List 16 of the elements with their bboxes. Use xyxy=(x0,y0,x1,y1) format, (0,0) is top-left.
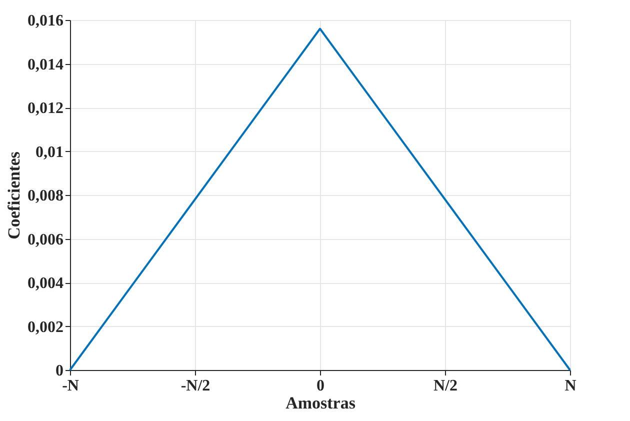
y-axis-title: Coeficientes xyxy=(4,151,24,240)
x-tick-label: N/2 xyxy=(434,378,458,394)
x-tick-label: 0 xyxy=(316,378,324,394)
y-tick-label: 0 xyxy=(56,362,64,380)
y-tick-label: 0,01 xyxy=(36,144,64,161)
y-tick-label: 0,016 xyxy=(28,12,64,30)
x-axis-title: Amostras xyxy=(286,394,356,412)
x-tick-label: N xyxy=(564,378,577,394)
y-tick-label: 0,014 xyxy=(28,56,64,74)
y-tick-label: 0,006 xyxy=(28,231,64,248)
y-tick-label: 0,012 xyxy=(28,100,64,117)
y-tick-label: 0,008 xyxy=(28,188,64,204)
y-tick-label: 0,004 xyxy=(28,275,64,292)
y-tick-label: 0,002 xyxy=(28,318,64,336)
x-tick-label: -N xyxy=(62,378,80,394)
x-tick-label: -N/2 xyxy=(180,378,210,394)
